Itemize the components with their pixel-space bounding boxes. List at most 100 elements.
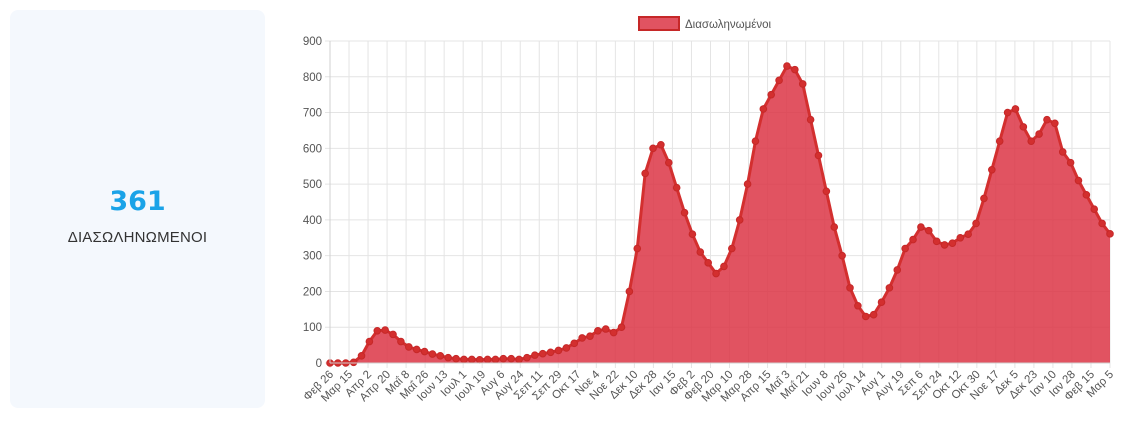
data-point[interactable] — [791, 65, 799, 74]
data-point[interactable] — [712, 269, 720, 278]
data-point[interactable] — [1035, 130, 1043, 138]
data-point[interactable] — [1098, 219, 1106, 228]
data-point[interactable] — [917, 223, 925, 231]
data-point[interactable] — [688, 230, 697, 238]
data-point[interactable] — [373, 327, 382, 335]
data-point[interactable] — [586, 332, 594, 340]
data-point[interactable] — [759, 105, 768, 113]
data-point[interactable] — [830, 223, 839, 231]
data-point[interactable] — [924, 226, 933, 235]
data-point[interactable] — [806, 115, 815, 124]
data-point[interactable] — [357, 352, 366, 360]
data-point[interactable] — [980, 194, 988, 203]
data-point[interactable] — [475, 355, 484, 364]
data-point[interactable] — [1082, 191, 1091, 199]
data-point[interactable] — [822, 187, 831, 196]
data-point[interactable] — [515, 355, 523, 364]
data-point[interactable] — [1066, 158, 1075, 167]
data-point[interactable] — [885, 284, 894, 292]
data-point[interactable] — [869, 310, 878, 319]
data-point[interactable] — [609, 328, 618, 337]
data-point[interactable] — [562, 344, 571, 352]
data-point[interactable] — [988, 166, 996, 174]
data-point[interactable] — [743, 180, 752, 188]
data-point[interactable] — [972, 219, 980, 228]
data-point[interactable] — [728, 244, 736, 253]
data-point[interactable] — [696, 248, 705, 256]
data-point[interactable] — [452, 354, 460, 363]
data-point[interactable] — [1043, 115, 1051, 124]
data-point[interactable] — [365, 337, 374, 346]
data-point[interactable] — [751, 137, 760, 145]
data-point[interactable] — [1074, 176, 1083, 185]
data-point[interactable] — [349, 358, 358, 367]
data-point[interactable] — [767, 90, 776, 99]
data-point[interactable] — [901, 244, 909, 253]
data-point[interactable] — [704, 259, 712, 267]
data-point[interactable] — [814, 151, 823, 160]
data-point[interactable] — [538, 349, 547, 358]
data-point[interactable] — [420, 347, 429, 356]
data-point[interactable] — [956, 233, 965, 242]
data-point[interactable] — [657, 140, 665, 149]
data-point[interactable] — [507, 354, 516, 363]
data-point[interactable] — [601, 325, 610, 333]
data-point[interactable] — [617, 323, 626, 332]
data-point[interactable] — [468, 355, 476, 364]
data-point[interactable] — [531, 351, 539, 359]
data-point[interactable] — [397, 337, 405, 346]
data-point[interactable] — [672, 183, 681, 192]
data-point[interactable] — [483, 355, 492, 364]
data-point[interactable] — [720, 262, 728, 271]
data-point[interactable] — [428, 350, 437, 358]
data-point[interactable] — [633, 244, 642, 253]
data-point[interactable] — [546, 348, 555, 357]
data-point[interactable] — [1011, 105, 1020, 113]
data-point[interactable] — [893, 266, 902, 274]
data-point[interactable] — [404, 343, 413, 351]
data-point[interactable] — [554, 346, 563, 355]
data-point[interactable] — [854, 301, 862, 310]
data-point[interactable] — [436, 352, 445, 360]
data-point[interactable] — [412, 345, 421, 354]
data-point[interactable] — [1051, 119, 1059, 128]
data-point[interactable] — [909, 235, 917, 244]
data-point[interactable] — [798, 80, 807, 88]
data-point[interactable] — [783, 62, 791, 70]
data-point[interactable] — [1003, 108, 1012, 117]
data-point[interactable] — [1027, 137, 1036, 145]
data-point[interactable] — [948, 239, 957, 247]
data-point[interactable] — [1019, 123, 1028, 131]
data-point[interactable] — [389, 330, 397, 339]
data-point[interactable] — [649, 144, 657, 153]
data-point[interactable] — [1106, 230, 1114, 238]
data-point[interactable] — [846, 284, 854, 292]
data-point[interactable] — [735, 216, 744, 224]
data-point[interactable] — [381, 326, 389, 334]
data-point[interactable] — [570, 339, 579, 348]
data-point[interactable] — [491, 355, 500, 364]
y-tick-label: 200 — [303, 286, 322, 298]
data-point[interactable] — [664, 158, 673, 167]
data-point[interactable] — [838, 251, 846, 260]
data-point[interactable] — [578, 334, 586, 342]
chart-legend[interactable]: Διασωληνωμένοι — [638, 16, 772, 31]
data-point[interactable] — [460, 355, 468, 364]
data-point[interactable] — [940, 241, 949, 249]
data-point[interactable] — [680, 208, 689, 217]
data-point[interactable] — [499, 354, 508, 363]
data-point[interactable] — [964, 230, 972, 238]
data-point[interactable] — [641, 169, 649, 178]
data-point[interactable] — [995, 137, 1004, 145]
data-point[interactable] — [877, 298, 886, 306]
data-point[interactable] — [594, 327, 602, 335]
data-point[interactable] — [625, 287, 634, 296]
data-point[interactable] — [444, 353, 452, 362]
data-point[interactable] — [1090, 205, 1099, 213]
data-point[interactable] — [1058, 148, 1067, 156]
data-point[interactable] — [775, 76, 783, 85]
data-point[interactable] — [932, 237, 941, 246]
data-point[interactable] — [523, 353, 531, 362]
data-point[interactable] — [861, 312, 870, 321]
series-points — [326, 62, 1114, 367]
